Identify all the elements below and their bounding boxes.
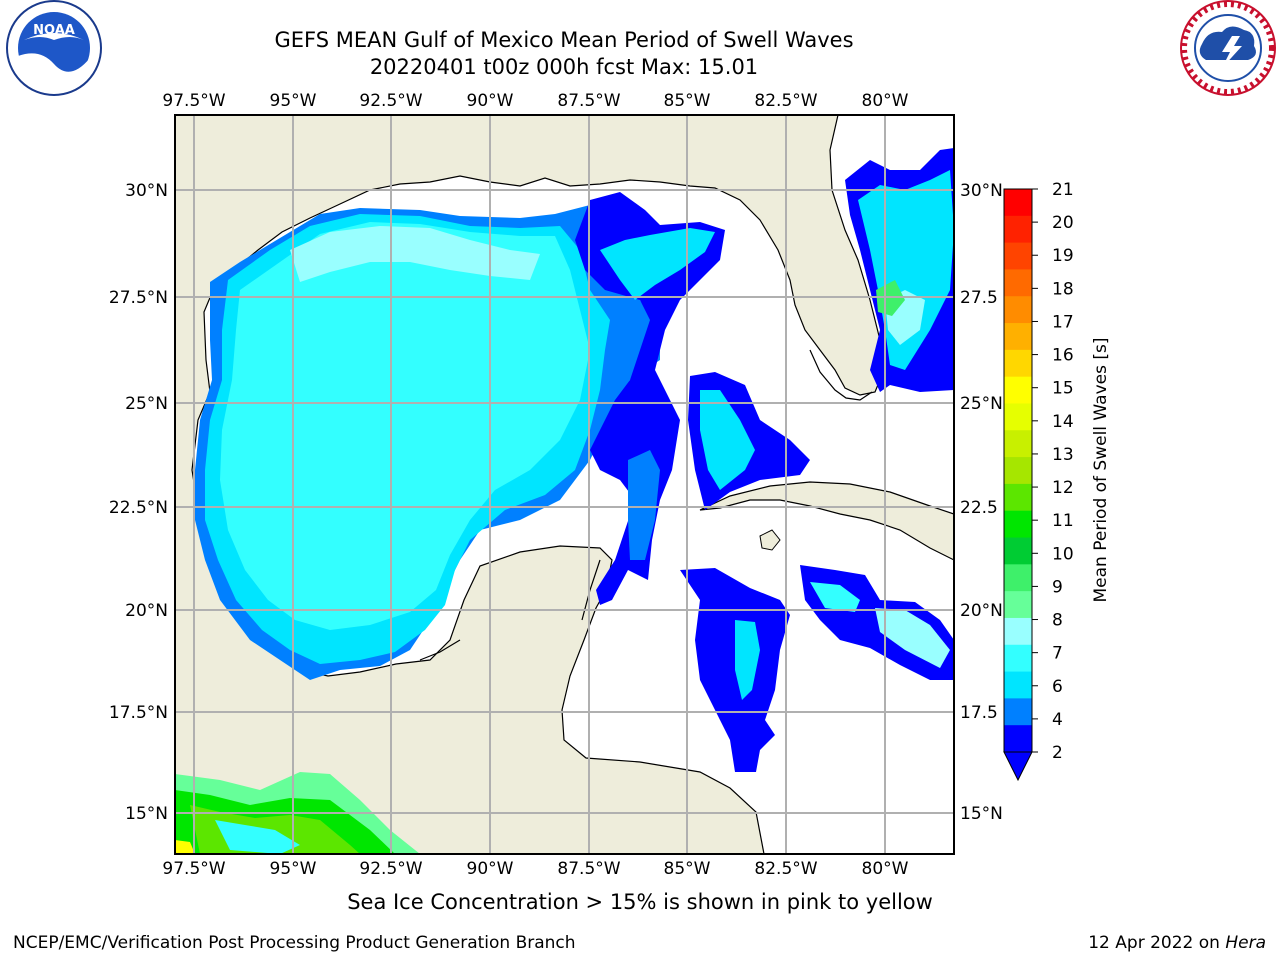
lat-label: 20°N <box>960 601 1003 621</box>
lat-label: 27.5°N <box>109 288 168 308</box>
credit-text: NCEP/EMC/Verification Post Processing Pr… <box>13 933 576 953</box>
colorbar-cell <box>1004 564 1032 592</box>
lat-labels-left: 30°N 27.5°N 25°N 22.5°N 20°N 17.5°N 15°N <box>109 181 168 824</box>
colorbar-tick-label: 4 <box>1052 710 1063 730</box>
map-subtitle: 20220401 t00z 000h fcst Max: 15.01 <box>369 55 759 79</box>
lon-label: 97.5°W <box>162 91 225 111</box>
lon-label: 80°W <box>862 91 909 111</box>
lon-label: 97.5°W <box>162 859 225 879</box>
colorbar-cell <box>1004 215 1032 244</box>
lat-label: 22.5°N <box>109 498 168 518</box>
colorbar-tick-label: 13 <box>1052 445 1074 465</box>
lon-label: 90°W <box>467 859 514 879</box>
colorbar-cell <box>1004 376 1032 404</box>
colorbar-cell <box>1004 349 1032 378</box>
date-text: 12 Apr 2022 on Hera <box>1088 933 1266 953</box>
colorbar: 21 20 19 18 17 16 15 14 13 12 11 10 9 8 7 6 4 2 Mean Peri… <box>1003 180 1111 782</box>
map-title: GEFS MEAN Gulf of Mexico Mean Period of … <box>274 28 854 52</box>
colorbar-tick-label: 19 <box>1052 246 1074 266</box>
lon-label: 95°W <box>270 91 317 111</box>
colorbar-cell <box>1004 671 1032 699</box>
colorbar-tick-label: 15 <box>1052 379 1074 399</box>
lon-label: 85°W <box>664 91 711 111</box>
colorbar-tick-label: 12 <box>1052 478 1074 498</box>
lat-labels-right: 30°N 27.5 25°N 22.5 20°N 17.5 15°N <box>960 181 1003 824</box>
colorbar-cell <box>1004 591 1032 619</box>
colorbar-tick-label: 17 <box>1052 312 1074 332</box>
colorbar-tick-label: 7 <box>1052 644 1063 664</box>
noaa-logo-text: NOAA <box>33 23 75 38</box>
colorbar-tick-label: 14 <box>1052 412 1074 432</box>
lon-label: 87.5°W <box>557 859 620 879</box>
lat-label: 15°N <box>125 804 168 824</box>
lon-label: 95°W <box>270 859 317 879</box>
lat-label: 25°N <box>125 394 168 414</box>
colorbar-tick-label: 10 <box>1052 544 1074 564</box>
lon-label: 80°W <box>862 859 909 879</box>
graticule <box>175 115 954 854</box>
colorbar-tick-label: 6 <box>1052 677 1063 697</box>
land-isla-juventud <box>759 529 781 551</box>
map-frame <box>174 114 955 855</box>
colorbar-tick-label: 16 <box>1052 346 1074 366</box>
colorbar-cell <box>1004 510 1032 539</box>
lon-label: 82.5°W <box>754 859 817 879</box>
lon-label: 92.5°W <box>359 91 422 111</box>
lon-label: 82.5°W <box>754 91 817 111</box>
colorbar-cell <box>1004 189 1032 217</box>
colorbar-label: Mean Period of Swell Waves [s] <box>1091 338 1111 603</box>
lat-label: 30°N <box>960 181 1003 201</box>
colorbar-extend-arrow <box>1003 751 1033 782</box>
map-panel <box>175 115 954 854</box>
colorbar-cell <box>1004 617 1032 646</box>
lat-label: 25°N <box>960 394 1003 414</box>
colorbar-cell <box>1004 457 1032 485</box>
colorbar-cell <box>1004 537 1032 565</box>
colorbar-cell <box>1004 430 1032 458</box>
colorbar-cell <box>1004 296 1032 324</box>
lat-label: 20°N <box>125 601 168 621</box>
colorbar-tick-label: 9 <box>1052 577 1063 597</box>
colorbar-cell <box>1004 725 1032 753</box>
date-value: 12 Apr 2022 on <box>1088 933 1226 953</box>
lon-label: 87.5°W <box>557 91 620 111</box>
lat-label: 15°N <box>960 804 1003 824</box>
lat-label: 17.5°N <box>109 703 168 723</box>
swell-period-field <box>175 148 954 854</box>
lon-labels-bottom: 97.5°W 95°W 92.5°W 90°W 87.5°W 85°W 82.5… <box>162 859 908 879</box>
lon-label: 90°W <box>467 91 514 111</box>
colorbar-tick-label: 8 <box>1052 611 1063 631</box>
lat-label: 17.5 <box>960 703 998 723</box>
colorbar-cell <box>1004 242 1032 270</box>
colorbar-tick-label: 18 <box>1052 279 1074 299</box>
colorbar-tick-label: 11 <box>1052 511 1074 531</box>
land-cuba <box>699 481 954 561</box>
colorbar-cell <box>1004 403 1032 431</box>
colorbar-tick-label: 20 <box>1052 213 1074 233</box>
lat-label: 27.5 <box>960 288 998 308</box>
sea-ice-caption: Sea Ice Concentration > 15% is shown in … <box>347 890 933 914</box>
lon-label: 92.5°W <box>359 859 422 879</box>
lon-labels-top: 97.5°W 95°W 92.5°W 90°W 87.5°W 85°W 82.5… <box>162 91 908 111</box>
colorbar-cell <box>1004 698 1032 726</box>
colorbar-tick-label: 21 <box>1052 180 1074 200</box>
colorbar-tick-label: 2 <box>1052 743 1063 763</box>
lon-label: 85°W <box>664 859 711 879</box>
colorbar-cell <box>1004 483 1032 512</box>
colorbar-cell <box>1004 323 1032 351</box>
lat-label: 30°N <box>125 181 168 201</box>
colorbar-cell <box>1004 269 1032 297</box>
nws-logo <box>1180 0 1276 96</box>
host-name: Hera <box>1225 933 1266 953</box>
colorbar-cell <box>1004 644 1032 673</box>
lat-label: 22.5 <box>960 498 998 518</box>
noaa-logo: NOAA <box>6 0 102 96</box>
